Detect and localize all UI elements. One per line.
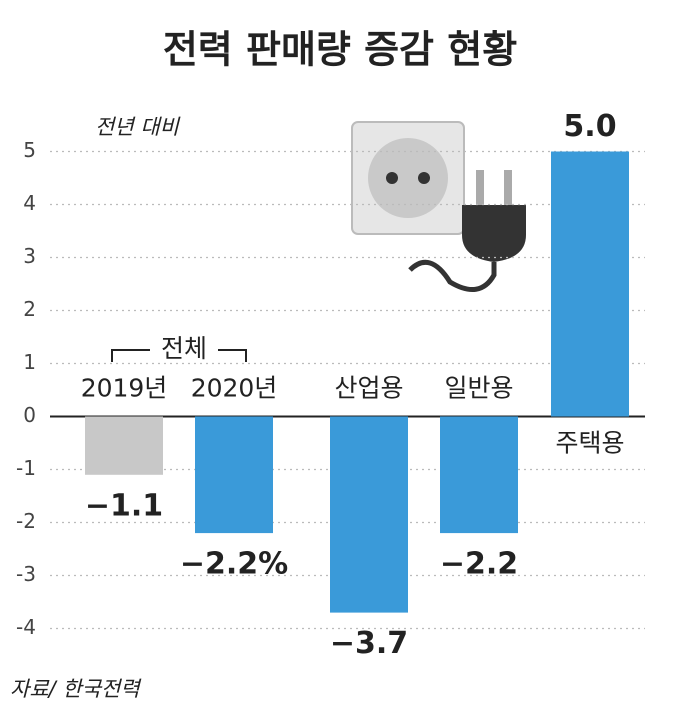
y-tick-label: -2 <box>16 509 36 533</box>
y-tick-label: 0 <box>23 403 36 427</box>
value-label: −1.1 <box>85 488 163 523</box>
y-tick-label: 1 <box>23 350 36 374</box>
y-tick-label: -4 <box>16 615 36 639</box>
y-axis-label: 전년 대비 <box>95 115 181 139</box>
x-tick-label: 일반용 <box>444 374 513 403</box>
y-tick-label: 3 <box>23 244 36 268</box>
plug-body <box>462 205 526 262</box>
bar <box>440 416 518 534</box>
source: 자료/ 한국전력 <box>10 677 142 701</box>
socket-hole <box>386 172 398 184</box>
bar <box>195 416 273 534</box>
value-label: −2.2% <box>180 547 288 582</box>
bar <box>330 416 408 613</box>
plug-pin <box>504 170 512 210</box>
x-tick-label: 주택용 <box>555 429 624 458</box>
y-tick-label: 4 <box>23 191 36 215</box>
bracket-line <box>111 349 247 362</box>
value-label: 5.0 <box>563 109 616 144</box>
y-tick-label: -1 <box>16 456 36 480</box>
x-tick-label: 2020년 <box>191 374 278 403</box>
chart-title: 전력 판매량 증감 현황 <box>163 28 517 72</box>
y-tick-label: 5 <box>23 138 36 162</box>
value-label: −3.7 <box>330 626 408 661</box>
socket-hole <box>418 172 430 184</box>
y-tick-label: -3 <box>16 562 36 586</box>
group-label: 전체 <box>161 334 207 363</box>
bar <box>85 416 163 475</box>
socket-face <box>368 138 448 218</box>
plug-icon <box>351 121 526 292</box>
bar <box>551 151 629 417</box>
group-bracket <box>111 349 247 362</box>
x-tick-label: 2019년 <box>81 374 168 403</box>
plug-pin <box>476 170 484 210</box>
value-label: −2.2 <box>440 547 518 582</box>
x-tick-label: 산업용 <box>334 374 403 403</box>
y-tick-label: 2 <box>23 297 36 321</box>
cord <box>408 259 497 292</box>
